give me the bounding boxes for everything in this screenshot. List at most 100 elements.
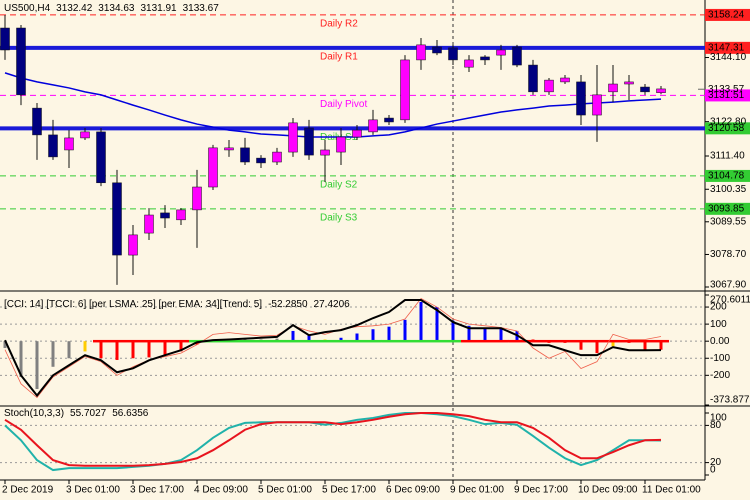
candle-body (624, 81, 634, 85)
y-tick-label: 3144.10 (710, 52, 747, 63)
y-tick-label: 3067.90 (710, 280, 747, 291)
candle-body (432, 46, 442, 54)
candle-body (176, 209, 186, 221)
y-tick-label: 3111.40 (710, 151, 745, 162)
candle-body (480, 56, 490, 61)
candle-body (32, 107, 42, 136)
y-tick-label: 3122.80 (710, 116, 747, 127)
histogram-bar (291, 330, 295, 342)
candle-body (336, 136, 346, 153)
y-tick-label: 0 (710, 465, 716, 476)
histogram-bar (3, 341, 7, 349)
candle-body (240, 147, 250, 163)
histogram-bar (419, 301, 423, 342)
level-price-bg (705, 122, 750, 135)
histogram-bar (579, 341, 583, 350)
candle-body (112, 182, 122, 256)
candle-body (656, 88, 666, 93)
histogram-bar (307, 334, 311, 342)
histogram-bar (35, 341, 39, 389)
candle-body (352, 129, 362, 138)
histogram-bar (387, 326, 391, 342)
readout-value: 56.6356 (112, 408, 149, 419)
y-tick-label: 100 (710, 319, 727, 330)
candle-body (96, 131, 106, 184)
x-tick-label: 3 Dec 17:00 (130, 485, 184, 496)
line-series (4, 299, 662, 398)
histogram-bar (179, 341, 183, 352)
panel-title: US500,H4 (4, 3, 51, 14)
y-tick-label: 100 (710, 413, 727, 424)
candle-body (272, 151, 282, 163)
histogram-bar (483, 327, 487, 342)
level-name: Daily Pivot (320, 99, 367, 110)
histogram-bar (83, 341, 87, 352)
candle-body (384, 117, 394, 123)
y-tick-label: 20 (710, 457, 722, 468)
histogram-bar (643, 341, 647, 350)
x-tick-label: 5 Dec 01:00 (258, 485, 312, 496)
readout-value: 3131.91 (140, 3, 177, 14)
histogram-bar (451, 320, 455, 342)
y-tick-label: -100 (710, 353, 730, 364)
readout-value: 27.4206 (314, 299, 351, 310)
level-name: Daily R2 (320, 19, 358, 30)
histogram-bar (51, 341, 55, 367)
y-tick-label: -200 (710, 370, 730, 381)
y-tick-label: 200 (710, 302, 727, 313)
y-tick-label: 80 (710, 420, 722, 431)
readout-value: 55.7027 (70, 408, 107, 419)
level-price: 3120.58 (708, 123, 745, 134)
candle-body (528, 64, 538, 93)
histogram-bar (115, 341, 119, 360)
histogram-bar (19, 341, 23, 378)
x-tick-label: 6 Dec 09:00 (386, 485, 440, 496)
level-price-bg (705, 89, 750, 102)
histogram-bar (243, 338, 247, 342)
histogram-bar (659, 341, 663, 350)
candle-body (80, 131, 90, 139)
candle-body (640, 86, 650, 93)
readout-value: 3132.42 (56, 3, 93, 14)
candle-body (144, 214, 154, 234)
candle-body (608, 83, 618, 93)
line-series (4, 412, 662, 467)
x-tick-label: 10 Dec 09:00 (578, 485, 638, 496)
x-tick-label: 2 Dec 2019 (2, 485, 54, 496)
histogram-bar (99, 341, 103, 359)
price-label: 3133.57 (708, 84, 745, 95)
candle-body (64, 137, 74, 151)
level-price-bg (705, 202, 750, 215)
y-tick-label: 270.6011 (710, 295, 750, 306)
y-tick-label: 0.00 (710, 336, 730, 347)
x-tick-label: 9 Dec 01:00 (450, 485, 504, 496)
y-tick-label: 3078.70 (710, 249, 747, 260)
level-price: 3158.24 (708, 10, 745, 21)
level-name: Daily S2 (320, 180, 358, 191)
candle-body (256, 157, 266, 164)
readout-value: 3134.63 (98, 3, 135, 14)
panel-header: Stoch(10,3,3) 55.7027 56.6356 (4, 408, 149, 419)
y-tick-label: -373.8778 (710, 395, 750, 406)
candle-body (448, 47, 458, 61)
level-price-bg (705, 169, 750, 182)
candle-body (48, 134, 58, 158)
histogram-bar (275, 338, 279, 342)
candle-body (560, 77, 570, 83)
candle-body (496, 49, 506, 56)
x-tick-label: 4 Dec 09:00 (194, 485, 248, 496)
level-price-bg (705, 41, 750, 54)
candle-body (288, 122, 298, 153)
histogram-bar (131, 341, 135, 359)
level-price: 3131.51 (708, 90, 745, 101)
level-name: Daily R1 (320, 51, 358, 62)
candle-body (0, 27, 10, 51)
candle-body (16, 27, 26, 96)
candle-body (592, 94, 602, 116)
x-tick-label: 5 Dec 17:00 (322, 485, 376, 496)
panel-title: [CCI: 14] [TCCI: 6] [per LSMA: 25] [per … (4, 299, 262, 310)
candle-body (160, 212, 170, 219)
histogram-bar (499, 327, 503, 342)
x-tick-label: 11 Dec 01:00 (642, 485, 701, 496)
